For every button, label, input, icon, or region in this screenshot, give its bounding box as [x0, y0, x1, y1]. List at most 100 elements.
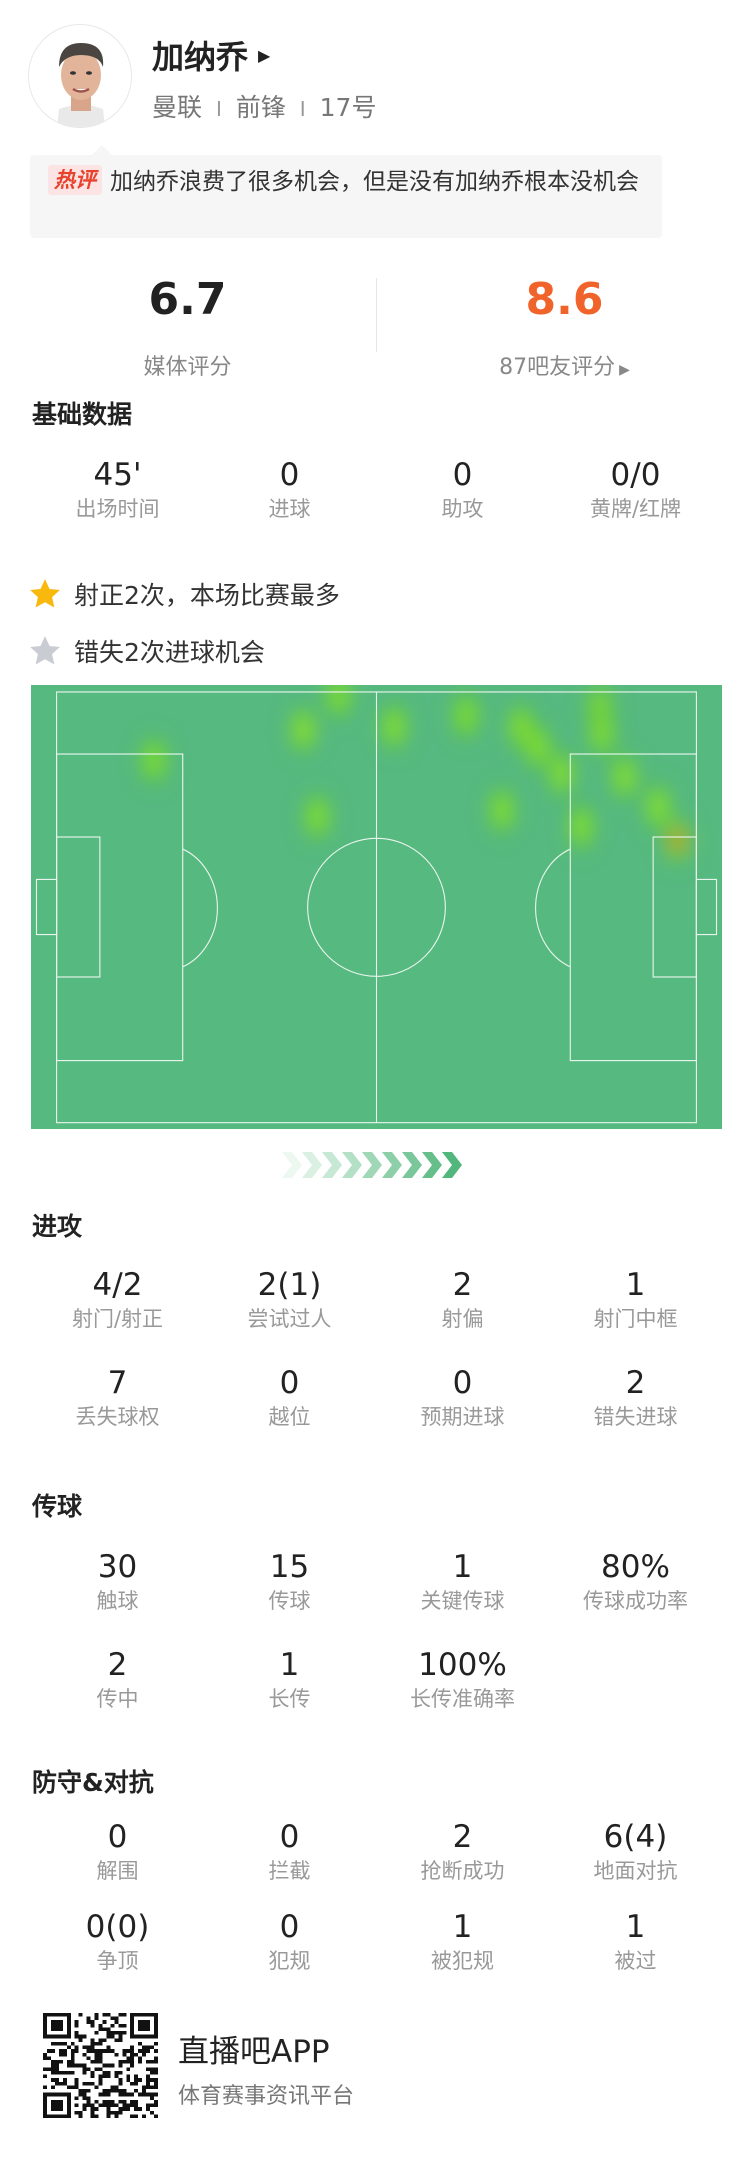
heatmap-point — [494, 797, 510, 824]
stat-item: 2(1) 尝试过人 — [203, 1267, 376, 1335]
stat-value: 0 — [279, 1909, 300, 1945]
qr-code-icon[interactable] — [43, 2013, 158, 2118]
stat-value: 0 — [452, 457, 473, 493]
stat-value: 100% — [418, 1647, 507, 1683]
fan-rating[interactable]: 8.6 87吧友评分 ▶ — [377, 275, 750, 381]
stat-value: 4/2 — [92, 1267, 143, 1303]
stat-label: 关键传球 — [420, 1589, 505, 1613]
stat-item: 30 触球 — [31, 1549, 204, 1617]
stat-label: 出场时间 — [75, 497, 160, 521]
highlight-item: 射正2次，本场比赛最多 — [28, 576, 340, 612]
star-gray-icon — [30, 636, 60, 665]
stat-label: 地面对抗 — [593, 1859, 678, 1883]
stat-label: 争顶 — [96, 1949, 139, 1973]
stat-value: 1 — [452, 1549, 473, 1585]
left-goal — [35, 878, 58, 936]
stat-label: 触球 — [96, 1589, 139, 1613]
qr-code-modules — [43, 2013, 158, 2118]
player-name[interactable]: 加纳乔 ▶ — [152, 38, 271, 76]
stat-label: 解围 — [96, 1859, 139, 1883]
stat-item: 0 预期进球 — [376, 1365, 549, 1433]
team: 曼联 — [152, 93, 203, 122]
stat-item: 45' 出场时间 — [31, 457, 204, 525]
stat-label: 长传 — [268, 1687, 311, 1711]
stat-label: 抢断成功 — [420, 1859, 505, 1883]
stat-value: 0 — [107, 1819, 128, 1855]
right-goal — [695, 878, 718, 936]
chevron-right-icon — [402, 1152, 422, 1178]
stat-label: 射门/射正 — [71, 1307, 164, 1331]
heatmap-pitch — [31, 685, 722, 1129]
stat-label: 助攻 — [441, 497, 484, 521]
attack-direction-arrows-icon — [282, 1152, 462, 1178]
heatmap-point — [331, 685, 347, 708]
stat-label: 丢失球权 — [75, 1405, 160, 1429]
stat-item: 0 犯规 — [203, 1909, 376, 1977]
stat-value: 2 — [107, 1647, 128, 1683]
stat-value: 1 — [279, 1647, 300, 1683]
stat-item: 80% 传球成功率 — [549, 1549, 722, 1617]
stat-label: 黄牌/红牌 — [589, 497, 682, 521]
section-title-defense: 防守&对抗 — [32, 1768, 154, 1797]
hot-comment[interactable]: 热评 加纳乔浪费了很多机会，但是没有加纳乔根本没机会 — [30, 145, 662, 238]
section-title-basic: 基础数据 — [32, 400, 133, 429]
triangle-right-icon: ▶ — [258, 45, 271, 65]
stat-value: 2(1) — [257, 1267, 322, 1303]
stat-label: 被犯规 — [431, 1949, 494, 1973]
stat-value: 2 — [625, 1365, 646, 1401]
stat-item: 2 抢断成功 — [376, 1819, 549, 1887]
chevron-right-icon — [362, 1152, 382, 1178]
stat-label: 传球成功率 — [583, 1589, 688, 1613]
stat-item: 0 解围 — [31, 1819, 204, 1887]
stat-label: 预期进球 — [420, 1405, 505, 1429]
chevron-right-icon — [302, 1152, 322, 1178]
stat-label: 被过 — [614, 1949, 657, 1973]
stat-item: 2 射偏 — [376, 1267, 549, 1335]
hot-comment-text: 加纳乔浪费了很多机会，但是没有加纳乔根本没机会 — [110, 169, 639, 195]
media-rating-label: 媒体评分 — [143, 355, 232, 380]
stat-value: 30 — [97, 1549, 138, 1585]
stat-value: 6(4) — [603, 1819, 668, 1855]
chevron-right-icon — [422, 1152, 442, 1178]
stat-item: 0 越位 — [203, 1365, 376, 1433]
stat-label: 长传准确率 — [410, 1687, 515, 1711]
stat-item: 0(0) 争顶 — [31, 1909, 204, 1977]
position: 前锋 — [235, 93, 286, 122]
right-penalty-arc — [535, 848, 571, 968]
center-circle — [307, 837, 446, 977]
stat-label: 射偏 — [441, 1307, 484, 1331]
stat-item: 1 被犯规 — [376, 1909, 549, 1977]
fan-rating-value: 8.6 — [525, 274, 604, 325]
stat-item: 0 助攻 — [376, 457, 549, 525]
heatmap-point — [513, 714, 529, 740]
left-penalty-arc — [182, 848, 218, 968]
stat-value: 0 — [452, 1365, 473, 1401]
stat-value: 15 — [269, 1549, 310, 1585]
stat-value: 0 — [279, 1365, 300, 1401]
chevron-right-icon — [282, 1152, 302, 1178]
stat-label: 进球 — [268, 497, 311, 521]
stat-item: 4/2 射门/射正 — [31, 1267, 204, 1335]
heatmap-point — [386, 714, 402, 740]
divider — [376, 278, 377, 352]
stat-item: 0/0 黄牌/红牌 — [549, 457, 722, 525]
stat-value: 0 — [279, 457, 300, 493]
stat-value: 7 — [107, 1365, 128, 1401]
fan-rating-label: 87吧友评分 — [499, 355, 616, 380]
heatmap-point — [594, 720, 610, 746]
stat-item: 0 进球 — [203, 457, 376, 525]
stat-value: 45' — [93, 457, 142, 493]
section-title-passing: 传球 — [32, 1492, 83, 1521]
stat-label: 传球 — [268, 1589, 311, 1613]
heatmap-point — [310, 804, 325, 830]
player-avatar[interactable] — [28, 24, 132, 128]
heatmap-point — [296, 717, 311, 743]
stat-item: 1 长传 — [203, 1647, 376, 1715]
separator: I — [215, 97, 222, 121]
highlight-item: 错失2次进球机会 — [28, 633, 265, 669]
hot-comment-badge: 热评 — [48, 165, 102, 195]
stat-label: 错失进球 — [593, 1405, 678, 1429]
player-meta: 曼联 I 前锋 I 17号 — [152, 88, 376, 124]
highlight-text: 射正2次，本场比赛最多 — [74, 581, 340, 610]
heatmap-point — [573, 814, 589, 840]
